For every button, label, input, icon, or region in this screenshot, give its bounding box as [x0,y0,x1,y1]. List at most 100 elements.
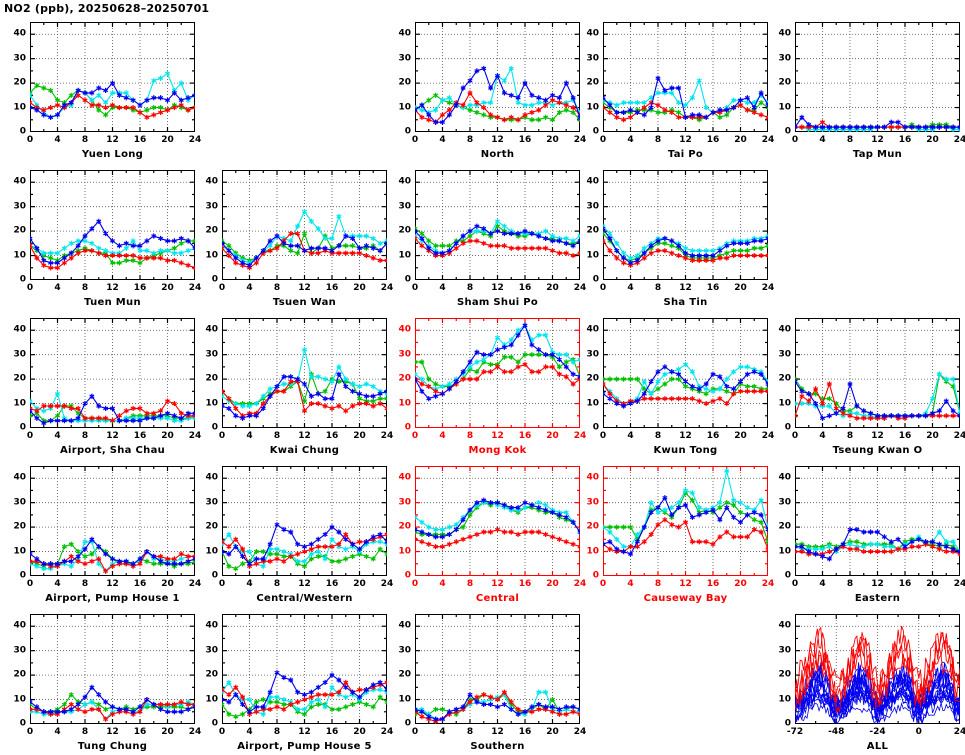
x-axis-tick-label: 8 [81,135,89,145]
panel-station-label: North [480,149,515,160]
x-axis-tick-label: 20 [353,579,366,589]
x-axis-tick-label: 8 [273,579,281,589]
y-axis-tick-label: 10 [398,102,411,113]
x-axis-tick-label: 20 [734,135,747,145]
plot-panel-all: 0 10 20 30 40 -72 -48 -24 0 24 ALL [778,614,965,752]
plot-canvas [222,466,387,576]
y-axis-tick-label: 0 [592,570,599,581]
x-axis-tick-label: 24 [380,727,394,737]
x-axis-tick-label: 0 [218,579,226,589]
x-axis-tick-label: 16 [133,431,147,441]
y-axis-tick-label: 30 [586,349,599,360]
y-axis-tick-label: 40 [778,324,791,335]
series-markers-blue [222,371,387,421]
plot-canvas [30,318,195,428]
x-axis-tick-label: 8 [81,579,89,589]
x-axis-tick-label: 16 [706,283,720,293]
y-axis-tick-label: 0 [784,718,791,729]
plot-canvas [603,170,768,280]
x-axis-tick-label: 12 [871,579,884,589]
x-axis-tick-label: 4 [819,579,826,589]
y-axis-tick-label: 20 [778,373,791,384]
x-axis-tick-label: 20 [353,727,366,737]
y-axis-tick-label: 20 [205,669,218,680]
panel-station-label: ALL [866,741,889,752]
x-axis-tick-label: 16 [706,579,720,589]
x-axis-tick-label: 20 [546,283,559,293]
y-axis-tick-label: 30 [205,497,218,508]
y-axis-tick-label: 20 [13,669,26,680]
all-general-trace [795,702,960,724]
all-roadside-trace [795,636,960,710]
all-general-trace [795,690,960,722]
x-axis-tick-label: 24 [953,727,965,737]
y-axis-tick-label: 30 [398,349,411,360]
plot-canvas [30,22,195,132]
plot-panel-tseung-kwan-o: 0 10 20 30 40 0 4 8 12 16 20 24 Tseung Kwan O [778,318,965,456]
x-axis-tick-label: 8 [654,135,662,145]
x-axis-tick-label: 0 [218,283,226,293]
y-axis-tick-label: 0 [784,570,791,581]
x-axis-tick-label: 12 [106,135,119,145]
x-axis-tick-label: 12 [298,579,311,589]
y-axis-tick-label: 0 [211,422,218,433]
plot-panel-kwai-chung: 0 10 20 30 40 0 4 8 12 16 20 24 Kwai Chung [205,318,393,456]
y-axis-tick-label: 40 [398,472,411,483]
x-axis-tick-label: -24 [869,727,886,737]
x-axis-tick-label: 8 [466,283,474,293]
y-axis-tick-label: 20 [205,521,218,532]
x-axis-tick-label: 8 [846,135,854,145]
x-axis-tick-label: 20 [161,283,174,293]
y-axis-tick-label: 40 [586,176,599,187]
plot-panel-southern: 0 10 20 30 40 0 4 8 12 16 20 24 Southern [398,614,586,752]
panel-station-label: Mong Kok [468,445,527,456]
x-axis-tick-label: 16 [518,579,532,589]
x-axis-tick-label: 16 [133,579,147,589]
y-axis-tick-label: 10 [13,398,26,409]
plot-panel-airport-sha-chau: 0 10 20 30 40 0 4 8 12 16 20 24 Airport, Sha Chau [13,318,201,456]
y-axis-tick-label: 30 [13,201,26,212]
x-axis-tick-label: 24 [953,579,965,589]
y-axis-tick-label: 30 [586,53,599,64]
panel-station-label: Eastern [854,593,901,604]
x-axis-tick-label: 16 [706,135,720,145]
y-axis-tick-label: 10 [586,398,599,409]
x-axis-tick-label: 8 [846,431,854,441]
y-axis-tick-label: 20 [398,521,411,532]
y-axis-tick-label: 40 [13,620,26,631]
panel-station-label: Airport, Pump House 1 [45,593,180,604]
series-markers-red [415,526,580,550]
y-axis-tick-label: 30 [398,201,411,212]
x-axis-tick-label: 4 [439,135,446,145]
x-axis-tick-label: 20 [353,431,366,441]
x-axis-tick-label: 4 [627,431,634,441]
y-axis-tick-label: 0 [211,274,218,285]
x-axis-tick-label: 8 [273,727,281,737]
x-axis-tick-label: 12 [298,283,311,293]
x-axis-tick-label: 12 [106,579,119,589]
all-roadside-trace [795,652,960,706]
y-axis-tick-label: 0 [19,422,26,433]
x-axis-tick-label: 0 [411,727,419,737]
plot-canvas [795,318,960,428]
plot-canvas [222,318,387,428]
x-axis-tick-label: 16 [518,135,532,145]
x-axis-tick-label: 12 [491,579,504,589]
x-axis-tick-label: 4 [439,727,446,737]
y-axis-tick-label: 40 [398,28,411,39]
y-axis-tick-label: 0 [592,126,599,137]
series-markers-blue [603,364,768,409]
x-axis-tick-label: 8 [466,135,474,145]
plot-panel-sham-shui-po: 0 10 20 30 40 0 4 8 12 16 20 24 Sham Shui Po [398,170,586,308]
x-axis-tick-label: 16 [133,283,147,293]
x-axis-tick-label: 0 [411,431,419,441]
y-axis-tick-label: 10 [205,694,218,705]
x-axis-tick-label: 0 [218,727,226,737]
plot-panel-kwun-tong: 0 10 20 30 40 0 4 8 12 16 20 24 Kwun Tong [586,318,774,456]
x-axis-tick-label: 24 [380,431,394,441]
x-axis-tick-label: 4 [439,579,446,589]
y-axis-tick-label: 10 [13,546,26,557]
x-axis-tick-label: 20 [546,431,559,441]
x-axis-tick-label: 0 [791,579,799,589]
y-axis-tick-label: 40 [13,472,26,483]
